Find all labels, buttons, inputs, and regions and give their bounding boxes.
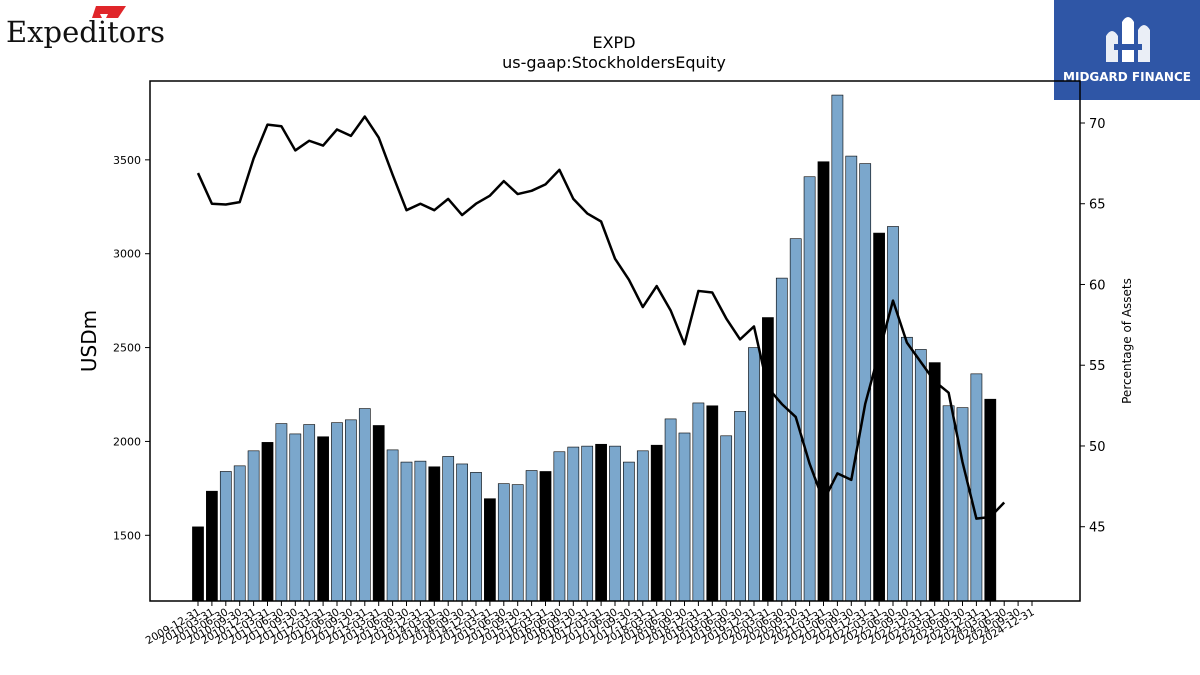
x-axis: 2009-12-312010-03-312010-06-302010-09-30… [144, 601, 1037, 647]
bar-2019-03-31 [706, 405, 719, 602]
y2-tick-label: 55 [1089, 359, 1106, 374]
bar-2011-03-31 [261, 442, 274, 602]
bar-2016-03-31 [539, 471, 552, 602]
bar-2019-06-30 [720, 435, 733, 602]
bar-2021-03-31 [817, 161, 830, 602]
bar-2023-03-31 [928, 362, 941, 602]
y-tick-label: 1500 [113, 529, 141, 542]
bar-2014-03-31 [428, 466, 441, 602]
bar-2018-09-30 [678, 432, 691, 602]
chart-subtitle: us-gaap:StockholdersEquity [502, 53, 726, 72]
bar-2014-12-31 [470, 472, 482, 602]
bar-2023-12-31 [970, 373, 983, 602]
bar-2014-06-30 [442, 456, 455, 602]
logo-right-text: MIDGARD FINANCE [1063, 70, 1191, 84]
bar-2010-09-30 [233, 465, 246, 602]
bar-2012-06-30 [331, 422, 343, 602]
bar-2016-09-30 [567, 446, 580, 602]
y2-tick-label: 60 [1089, 278, 1106, 293]
bar-2022-03-31 [873, 232, 885, 602]
bar-2022-12-31 [914, 349, 927, 602]
bar-2010-12-31 [247, 450, 260, 602]
bar-2014-09-30 [456, 463, 468, 602]
y2-tick-label: 45 [1089, 521, 1106, 536]
bar-2011-06-30 [275, 423, 288, 602]
bar-2022-09-30 [901, 336, 913, 602]
y-axis-left: 1500 2000 2500 3000 3500 [113, 154, 150, 542]
bar-2020-03-31 [762, 317, 774, 602]
bar-2018-12-31 [692, 402, 705, 602]
bar-2019-12-31 [748, 347, 760, 602]
bar-2016-06-30 [553, 451, 566, 602]
bar-2010-06-30 [219, 471, 232, 602]
bar-series [192, 94, 997, 602]
bar-2023-06-30 [942, 405, 955, 602]
bar-2021-09-30 [845, 155, 858, 602]
bar-2016-12-31 [581, 445, 594, 602]
percentage-line-series [196, 115, 1006, 520]
y-tick-label: 2000 [113, 435, 141, 448]
bar-2015-06-30 [497, 483, 510, 602]
bar-2015-12-31 [525, 470, 538, 602]
bar-2018-03-31 [650, 444, 663, 602]
bar-2011-12-31 [303, 424, 316, 602]
y-axis-label: USDm [77, 310, 101, 372]
logo-text: Expeditors [6, 15, 164, 49]
y2-tick-label: 65 [1089, 198, 1106, 213]
bar-2017-12-31 [636, 450, 649, 602]
midgard-finance-logo: MIDGARD FINANCE [1054, 0, 1200, 100]
bar-2012-09-30 [345, 419, 357, 602]
y2-tick-label: 50 [1089, 440, 1106, 455]
bar-2021-12-31 [859, 163, 872, 602]
bar-2015-09-30 [511, 484, 524, 602]
bar-2018-06-30 [664, 418, 677, 602]
bar-2012-03-31 [317, 436, 329, 602]
bar-2020-06-30 [775, 277, 788, 602]
y-tick-label: 2500 [113, 342, 141, 355]
expeditors-logo: Expeditors [6, 6, 164, 49]
y-axis-right: 45 50 55 60 65 70 [1080, 117, 1106, 536]
bar-2017-03-31 [595, 443, 607, 602]
bar-2011-09-30 [289, 433, 302, 602]
bar-2020-12-31 [803, 176, 816, 602]
chart-title: EXPD [592, 33, 635, 52]
y2-tick-label: 70 [1089, 117, 1106, 132]
bar-2013-09-30 [400, 461, 413, 602]
bar-2012-12-31 [358, 408, 371, 602]
bar-2019-09-30 [734, 411, 746, 602]
bar-2015-03-31 [484, 498, 496, 602]
y-tick-label: 3500 [113, 154, 141, 167]
bar-2010-03-31 [206, 490, 218, 602]
bar-2022-06-30 [887, 226, 899, 602]
bar-2017-06-30 [609, 445, 621, 602]
bar-2021-06-30 [831, 94, 844, 602]
logo-flag-shadow [100, 14, 108, 22]
bar-2013-03-31 [372, 425, 385, 602]
bar-2017-09-30 [623, 461, 635, 602]
bar-2013-12-31 [414, 460, 427, 602]
midgard-emblem-icon: MIDGARD FINANCE [1063, 17, 1191, 84]
bar-2013-06-30 [386, 449, 399, 602]
percentage-line [196, 115, 1006, 520]
y2-axis-label: Percentage of Assets [1120, 278, 1134, 404]
y-tick-label: 3000 [113, 248, 141, 261]
bar-2024-03-31 [984, 398, 997, 602]
bar-2009-12-31 [192, 526, 204, 602]
